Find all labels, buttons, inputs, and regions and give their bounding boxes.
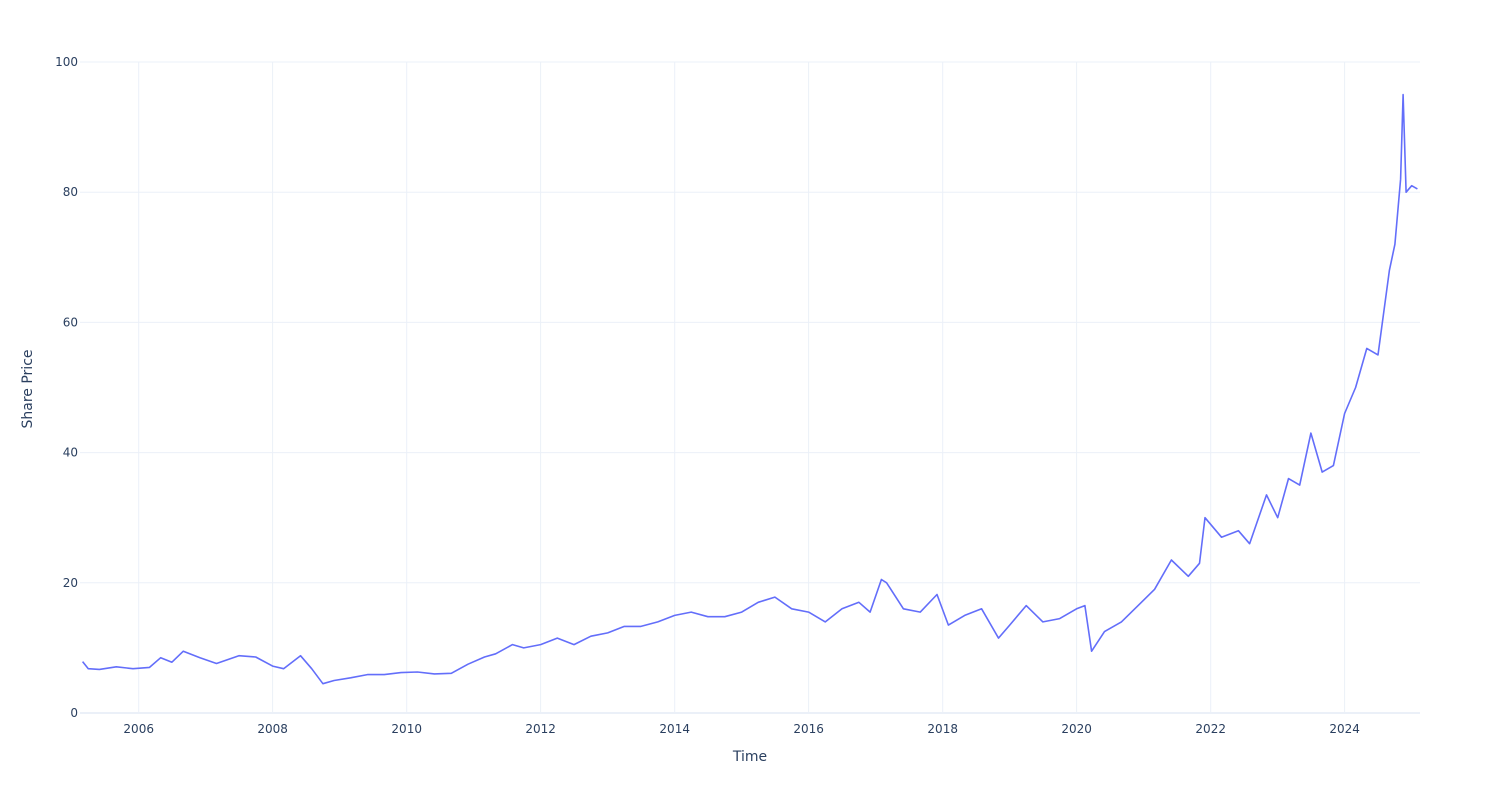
y-tick-label: 60 xyxy=(63,315,78,329)
x-tick-label: 2018 xyxy=(927,722,958,736)
x-tick-label: 2016 xyxy=(793,722,824,736)
x-tick-label: 2020 xyxy=(1061,722,1092,736)
x-tick-label: 2014 xyxy=(659,722,690,736)
share-price-line xyxy=(81,93,1418,685)
x-tick-label: 2008 xyxy=(257,722,288,736)
series-layer xyxy=(81,93,1418,685)
y-tick-label: 80 xyxy=(63,185,78,199)
x-axis-title: Time xyxy=(732,749,767,765)
x-tick-label: 2010 xyxy=(391,722,422,736)
y-tick-label: 0 xyxy=(70,706,78,720)
x-tick-label: 2024 xyxy=(1329,722,1360,736)
x-tick-label: 2006 xyxy=(123,722,154,736)
x-tick-label: 2012 xyxy=(525,722,556,736)
y-tick-label: 40 xyxy=(63,446,78,460)
tick-labels: 2006 2008 2010 2012 2014 2016 2018 2020 2022 2024… xyxy=(55,55,1360,736)
y-tick-label: 100 xyxy=(55,55,78,69)
y-tick-label: 20 xyxy=(63,576,78,590)
x-tick-label: 2022 xyxy=(1195,722,1226,736)
y-axis-title: Share Price xyxy=(20,349,36,428)
grid xyxy=(80,61,1420,714)
